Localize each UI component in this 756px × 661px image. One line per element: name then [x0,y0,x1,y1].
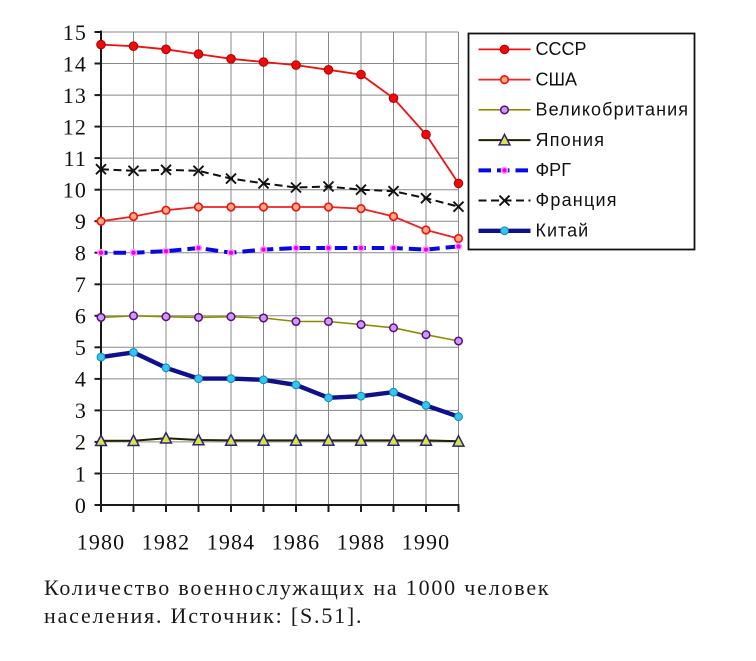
svg-text:1984: 1984 [207,529,255,554]
svg-text:15: 15 [63,20,87,45]
svg-text:10: 10 [63,178,87,203]
svg-text:2: 2 [75,430,87,455]
svg-text:1990: 1990 [402,529,450,554]
svg-text:4: 4 [75,367,87,392]
svg-text:ФРГ: ФРГ [536,160,572,180]
svg-text:1980: 1980 [77,529,125,554]
svg-text:Япония: Япония [536,130,606,150]
svg-text:Великобритания: Великобритания [536,100,690,120]
svg-text:9: 9 [75,209,87,234]
svg-text:Китай: Китай [536,221,590,241]
svg-text:1982: 1982 [142,529,190,554]
svg-text:1: 1 [75,461,87,486]
svg-text:3: 3 [75,398,87,423]
svg-text:1986: 1986 [272,529,320,554]
svg-text:0: 0 [75,493,87,518]
svg-text:13: 13 [63,83,87,108]
svg-text:6: 6 [75,304,87,329]
svg-text:8: 8 [75,241,87,266]
svg-text:1988: 1988 [337,529,385,554]
svg-text:США: США [536,69,578,89]
svg-text:14: 14 [63,51,87,76]
svg-text:12: 12 [63,114,87,139]
svg-text:СССР: СССР [536,39,587,59]
svg-text:Франция: Франция [536,190,618,210]
svg-text:5: 5 [75,335,87,360]
svg-text:7: 7 [75,272,87,297]
svg-text:11: 11 [64,146,87,171]
